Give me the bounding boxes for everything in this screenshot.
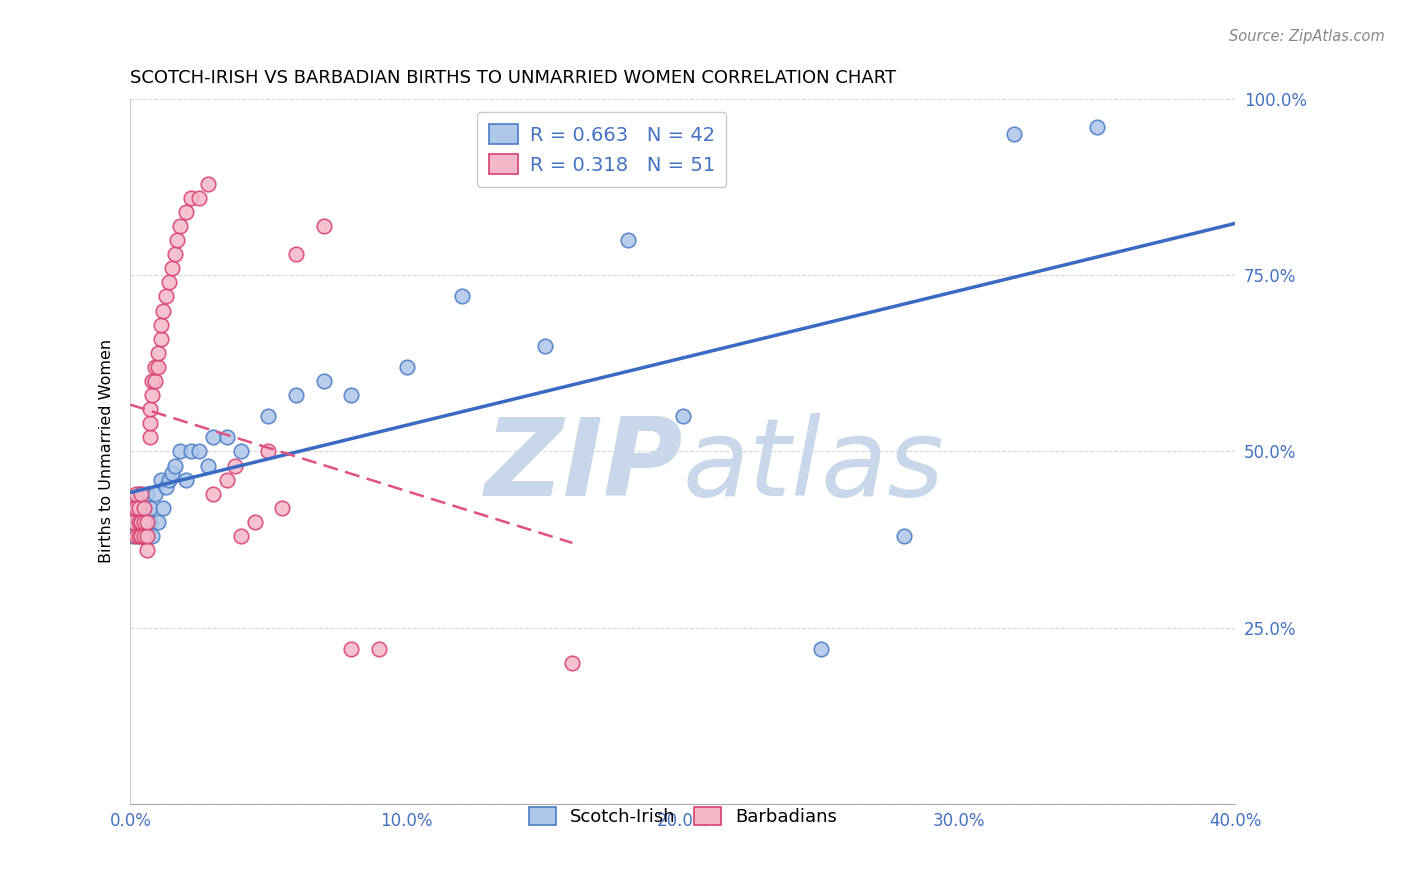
Point: [138, 430, 160, 444]
Point: [450, 289, 472, 303]
Point: [160, 261, 183, 276]
Point: [157, 276, 180, 290]
Point: [146, 515, 169, 529]
Point: [134, 500, 156, 515]
Point: [128, 529, 150, 543]
Point: [180, 444, 202, 458]
Point: [224, 458, 246, 473]
Point: [149, 318, 172, 332]
Point: [122, 529, 145, 543]
Point: [533, 339, 555, 353]
Point: [169, 219, 191, 233]
Point: [616, 233, 638, 247]
Point: [146, 359, 169, 374]
Point: [128, 500, 150, 515]
Point: [134, 500, 156, 515]
Point: [215, 430, 238, 444]
Point: [135, 486, 157, 500]
Point: [143, 359, 166, 374]
Point: [138, 515, 160, 529]
Point: [312, 219, 335, 233]
Point: [166, 233, 188, 247]
Point: [174, 205, 197, 219]
Point: [146, 346, 169, 360]
Point: [125, 529, 148, 543]
Point: [188, 444, 211, 458]
Point: [215, 473, 238, 487]
Point: [135, 515, 157, 529]
Point: [128, 515, 150, 529]
Point: [125, 486, 148, 500]
Point: [180, 191, 202, 205]
Point: [893, 529, 915, 543]
Point: [163, 458, 186, 473]
Point: [149, 332, 172, 346]
Point: [138, 416, 160, 430]
Point: [810, 641, 832, 656]
Point: [368, 641, 391, 656]
Point: [134, 515, 156, 529]
Text: Source: ZipAtlas.com: Source: ZipAtlas.com: [1229, 29, 1385, 44]
Point: [229, 444, 252, 458]
Point: [163, 247, 186, 261]
Point: [312, 374, 335, 388]
Point: [131, 529, 153, 543]
Point: [340, 641, 363, 656]
Point: [169, 444, 191, 458]
Point: [1002, 128, 1025, 142]
Point: [188, 191, 211, 205]
Point: [143, 374, 166, 388]
Point: [131, 529, 153, 543]
Point: [202, 486, 225, 500]
Point: [128, 515, 150, 529]
Point: [257, 444, 280, 458]
Point: [134, 529, 156, 543]
Point: [131, 515, 153, 529]
Point: [271, 500, 294, 515]
Point: [125, 500, 148, 515]
Point: [141, 388, 163, 402]
Legend: Scotch-Irish, Barbadians: Scotch-Irish, Barbadians: [522, 799, 845, 833]
Point: [157, 473, 180, 487]
Point: [125, 515, 148, 529]
Point: [141, 529, 163, 543]
Point: [128, 486, 150, 500]
Point: [395, 359, 418, 374]
Point: [197, 458, 219, 473]
Point: [1085, 120, 1108, 135]
Y-axis label: Births to Unmarried Women: Births to Unmarried Women: [100, 339, 114, 564]
Point: [135, 543, 157, 558]
Point: [122, 515, 145, 529]
Point: [138, 402, 160, 417]
Point: [243, 515, 266, 529]
Point: [135, 529, 157, 543]
Text: ZIP: ZIP: [485, 412, 683, 518]
Point: [155, 289, 177, 303]
Point: [340, 388, 363, 402]
Point: [229, 529, 252, 543]
Point: [197, 177, 219, 191]
Point: [134, 515, 156, 529]
Point: [149, 473, 172, 487]
Point: [285, 388, 308, 402]
Point: [141, 374, 163, 388]
Point: [202, 430, 225, 444]
Point: [125, 500, 148, 515]
Point: [131, 500, 153, 515]
Point: [143, 486, 166, 500]
Point: [152, 303, 174, 318]
Point: [672, 409, 695, 424]
Point: [155, 480, 177, 494]
Text: SCOTCH-IRISH VS BARBADIAN BIRTHS TO UNMARRIED WOMEN CORRELATION CHART: SCOTCH-IRISH VS BARBADIAN BIRTHS TO UNMA…: [131, 69, 897, 87]
Point: [122, 500, 145, 515]
Point: [257, 409, 280, 424]
Point: [285, 247, 308, 261]
Text: atlas: atlas: [683, 413, 945, 518]
Point: [138, 500, 160, 515]
Point: [561, 656, 583, 670]
Point: [174, 473, 197, 487]
Point: [152, 500, 174, 515]
Point: [160, 466, 183, 480]
Point: [131, 486, 153, 500]
